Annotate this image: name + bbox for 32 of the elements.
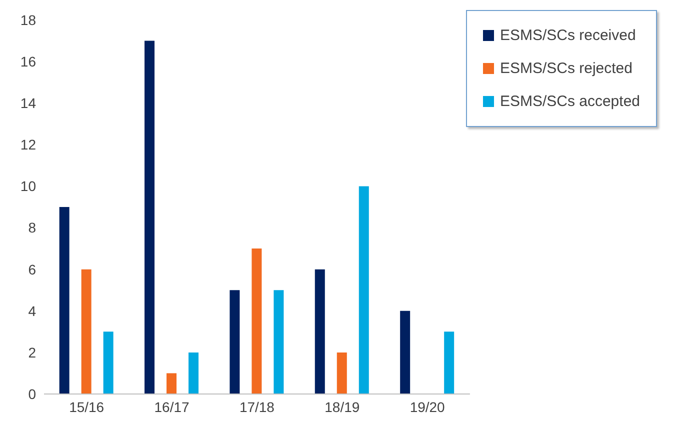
bar <box>103 332 114 394</box>
x-tick-label: 17/18 <box>239 398 275 415</box>
bar <box>444 332 454 394</box>
y-tick-label: 4 <box>28 302 36 319</box>
y-tick-label: 12 <box>20 136 36 153</box>
x-tick-label: 15/16 <box>69 398 104 415</box>
bar <box>230 290 240 394</box>
legend-label: ESMS/SCs rejected <box>500 59 632 79</box>
x-tick-label: 19/20 <box>410 398 446 415</box>
legend-label: ESMS/SCs received <box>500 26 636 46</box>
bar <box>188 352 199 394</box>
x-tick-label: 16/17 <box>154 398 190 415</box>
bar <box>166 373 177 394</box>
bar <box>274 290 284 394</box>
y-tick-label: 0 <box>28 386 36 402</box>
y-tick-label: 8 <box>28 220 36 236</box>
bar <box>59 207 70 394</box>
bar <box>358 186 369 394</box>
bar <box>314 269 325 394</box>
y-tick-label: 2 <box>28 344 36 360</box>
y-tick-label: 16 <box>20 54 36 70</box>
y-tick-label: 6 <box>28 261 36 278</box>
x-tick-label: 18/19 <box>324 398 360 415</box>
bar <box>81 269 92 394</box>
y-tick-label: 10 <box>20 178 36 194</box>
bar <box>336 352 347 394</box>
y-tick-label: 14 <box>20 95 36 112</box>
bar <box>144 40 155 394</box>
bar <box>400 310 410 394</box>
legend-label: ESMS/SCs accepted <box>500 92 640 112</box>
y-tick-label: 18 <box>20 12 36 28</box>
bar <box>252 248 262 394</box>
